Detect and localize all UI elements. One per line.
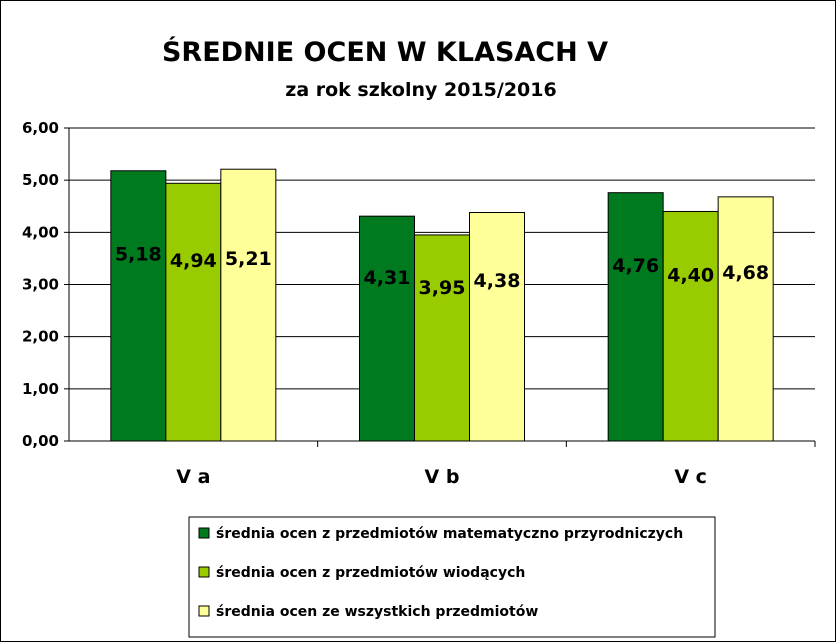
data-labels: 5,18 4,94 5,21 4,31 3,95 4,38 4,76 4,40 4,68: [115, 243, 769, 298]
bar-value-label: 4,94: [170, 250, 217, 272]
bar-value-label: 5,21: [225, 248, 272, 270]
bar-value-label: 4,38: [474, 270, 521, 292]
bar: [717, 196, 774, 442]
axes: 0,00 1,00 2,00 3,00 4,00 5,00 6,00 V a V b V c: [22, 119, 816, 488]
legend-entry: średnia ocen ze wszystkich przedmiotów: [216, 604, 538, 620]
legend-swatch: [198, 605, 210, 617]
category-label: V b: [425, 466, 460, 488]
bar: [110, 170, 167, 442]
bar-value-label: 5,18: [115, 243, 162, 265]
bars: [110, 168, 774, 442]
y-tick-label: 6,00: [22, 119, 59, 137]
bar: [607, 192, 664, 442]
bar: [359, 215, 415, 442]
bar: [220, 168, 277, 442]
bar-value-label: 4,76: [612, 255, 659, 277]
y-tick-label: 4,00: [22, 223, 59, 241]
y-tick-label: 0,00: [22, 432, 59, 450]
bar: [469, 212, 525, 442]
legend-box: [188, 516, 716, 638]
bar-value-label: 4,31: [364, 267, 411, 289]
bar-value-label: 4,40: [667, 265, 714, 287]
category-label: V c: [674, 466, 707, 488]
bar: [165, 182, 222, 442]
bar: [414, 234, 470, 442]
bar: [662, 210, 719, 442]
legend-entry: średnia ocen z przedmiotów matematyczno …: [216, 526, 683, 542]
legend-swatch: [198, 527, 210, 539]
bar-value-label: 3,95: [419, 277, 466, 299]
legend: średnia ocen z przedmiotów matematyczno …: [188, 516, 716, 638]
chart-subtitle: za rok szkolny 2015/2016: [285, 79, 556, 101]
y-tick-label: 5,00: [22, 171, 59, 189]
legend-swatch: [198, 566, 210, 578]
y-tick-label: 1,00: [22, 380, 59, 398]
y-tick-label: 3,00: [22, 276, 59, 294]
y-tick-label: 2,00: [22, 328, 59, 346]
category-label: V a: [176, 466, 210, 488]
bar-value-label: 4,68: [722, 262, 769, 284]
chart-title: ŚREDNIE OCEN W KLASACH V: [162, 36, 608, 68]
legend-entry: średnia ocen z przedmiotów wiodących: [216, 565, 525, 581]
